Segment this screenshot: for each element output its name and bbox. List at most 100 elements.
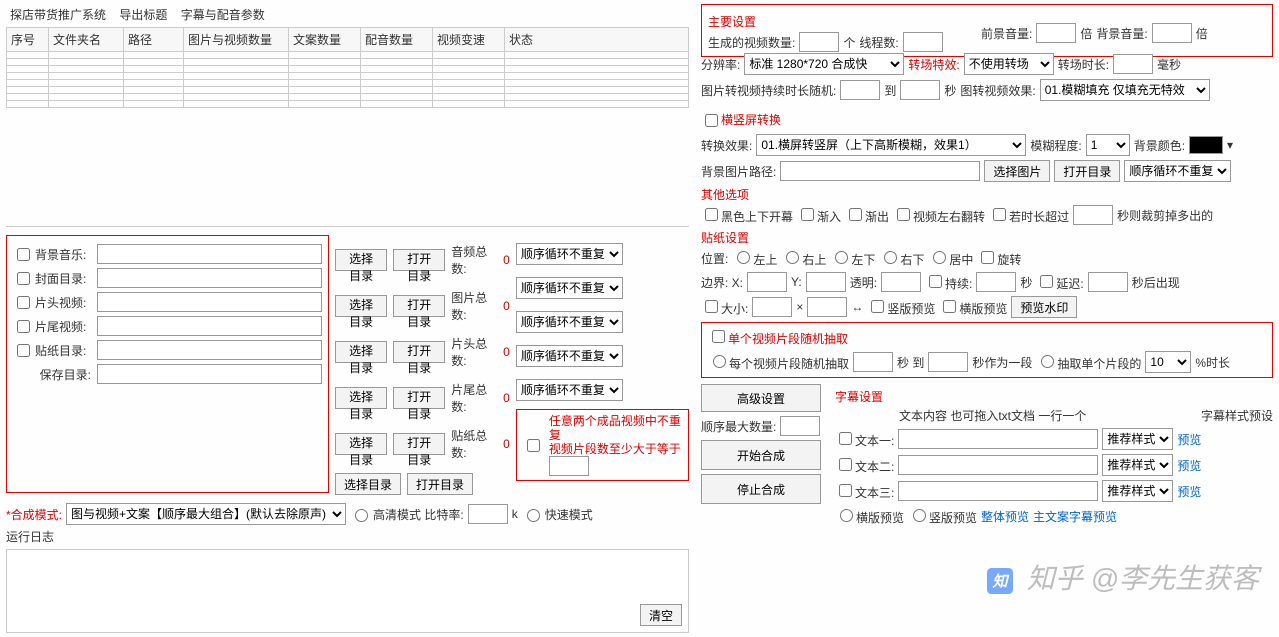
pos-bl[interactable] bbox=[835, 251, 848, 264]
bgm-check[interactable] bbox=[17, 248, 30, 261]
t3-prev[interactable]: 预览 bbox=[1177, 483, 1201, 500]
t3-ck[interactable] bbox=[839, 484, 852, 497]
sub-vprev[interactable] bbox=[913, 509, 926, 522]
advanced-button[interactable]: 高级设置 bbox=[701, 384, 821, 412]
clear-log-button[interactable]: 清空 bbox=[640, 604, 682, 626]
save-path[interactable] bbox=[97, 364, 322, 384]
sticker-path[interactable] bbox=[97, 340, 322, 360]
menu-subtitle[interactable]: 字幕与配音参数 bbox=[181, 8, 265, 22]
clip-min[interactable] bbox=[853, 352, 893, 372]
delay-ck[interactable] bbox=[1040, 275, 1053, 288]
clip-pct-val[interactable]: 10 bbox=[1145, 351, 1191, 373]
delay-sec[interactable] bbox=[1088, 272, 1128, 292]
vprev-ck[interactable] bbox=[871, 300, 884, 313]
sticker-open[interactable]: 打开目录 bbox=[393, 433, 445, 455]
alpha[interactable] bbox=[881, 272, 921, 292]
hold-ck[interactable] bbox=[929, 275, 942, 288]
compose-mode[interactable]: 图与视频+文案【顺序最大组合】(默认去除原声) bbox=[66, 503, 346, 525]
pos-c[interactable] bbox=[933, 251, 946, 264]
margin-x[interactable] bbox=[747, 272, 787, 292]
bgm-order[interactable]: 顺序循环不重复 bbox=[516, 243, 623, 265]
img2vid-min[interactable] bbox=[840, 80, 880, 100]
tail-order[interactable]: 顺序循环不重复 bbox=[516, 345, 623, 367]
resolution[interactable]: 标准 1280*720 合成快 bbox=[744, 53, 904, 75]
crop-sec[interactable] bbox=[1073, 205, 1113, 225]
opt-fadeout[interactable] bbox=[849, 208, 862, 221]
bitrate[interactable] bbox=[468, 504, 508, 524]
hq-radio[interactable] bbox=[355, 509, 368, 522]
t2-ck[interactable] bbox=[839, 458, 852, 471]
orient-check[interactable] bbox=[705, 114, 718, 127]
cover-path[interactable] bbox=[97, 268, 322, 288]
bgm-open[interactable]: 打开目录 bbox=[393, 249, 445, 271]
save-select[interactable]: 选择目录 bbox=[335, 473, 401, 495]
hold-sec[interactable] bbox=[976, 272, 1016, 292]
sub-main-prev[interactable]: 主文案字幕预览 bbox=[1033, 508, 1117, 525]
menu-export[interactable]: 导出标题 bbox=[119, 8, 167, 22]
head-check[interactable] bbox=[17, 296, 30, 309]
t1-prev[interactable]: 预览 bbox=[1177, 431, 1201, 448]
unique-min[interactable] bbox=[549, 456, 589, 476]
clip-each[interactable] bbox=[713, 355, 726, 368]
select-bgimg[interactable]: 选择图片 bbox=[984, 160, 1050, 182]
bgcolor-swatch[interactable] bbox=[1189, 136, 1223, 154]
tail-check[interactable] bbox=[17, 320, 30, 333]
start-button[interactable]: 开始合成 bbox=[701, 440, 821, 470]
head-select[interactable]: 选择目录 bbox=[335, 341, 387, 363]
head-path[interactable] bbox=[97, 292, 322, 312]
t3[interactable] bbox=[898, 481, 1098, 501]
bgpath[interactable] bbox=[780, 161, 980, 181]
pos-tr[interactable] bbox=[786, 251, 799, 264]
img2vid-max[interactable] bbox=[900, 80, 940, 100]
cover-check[interactable] bbox=[17, 272, 30, 285]
seq-max[interactable] bbox=[780, 416, 820, 436]
sticker-check[interactable] bbox=[17, 344, 30, 357]
size-w[interactable] bbox=[752, 297, 792, 317]
open-bgdir[interactable]: 打开目录 bbox=[1054, 160, 1120, 182]
margin-y[interactable] bbox=[806, 272, 846, 292]
fast-radio[interactable] bbox=[527, 509, 540, 522]
size-h[interactable] bbox=[807, 297, 847, 317]
t2[interactable] bbox=[898, 455, 1098, 475]
t3-style[interactable]: 推荐样式 bbox=[1102, 480, 1173, 502]
sub-all-prev[interactable]: 整体预览 bbox=[981, 508, 1029, 525]
tail-select[interactable]: 选择目录 bbox=[335, 387, 387, 409]
opt-fadein[interactable] bbox=[801, 208, 814, 221]
threads[interactable] bbox=[903, 32, 943, 52]
clip-rand-ck[interactable] bbox=[712, 330, 725, 343]
menu-system[interactable]: 探店带货推广系统 bbox=[10, 8, 106, 22]
bg-loop[interactable]: 顺序循环不重复 bbox=[1124, 160, 1231, 182]
bgm-select[interactable]: 选择目录 bbox=[335, 249, 387, 271]
cover-select[interactable]: 选择目录 bbox=[335, 295, 387, 317]
blur[interactable]: 1 bbox=[1086, 134, 1130, 156]
unique-clip-check[interactable] bbox=[527, 439, 540, 452]
opt-crop[interactable] bbox=[993, 208, 1006, 221]
sticker-order[interactable]: 顺序循环不重复 bbox=[516, 379, 623, 401]
cover-order[interactable]: 顺序循环不重复 bbox=[516, 277, 623, 299]
stop-button[interactable]: 停止合成 bbox=[701, 474, 821, 504]
pos-rot[interactable] bbox=[981, 251, 994, 264]
size-ck[interactable] bbox=[705, 300, 718, 313]
cover-open[interactable]: 打开目录 bbox=[393, 295, 445, 317]
tail-open[interactable]: 打开目录 bbox=[393, 387, 445, 409]
preview-watermark[interactable]: 预览水印 bbox=[1011, 296, 1077, 318]
fg-vol[interactable] bbox=[1036, 23, 1076, 43]
clip-pct[interactable] bbox=[1041, 355, 1054, 368]
orient-fx[interactable]: 01.横屏转竖屏（上下高斯模糊，效果1） bbox=[756, 134, 1026, 156]
transition[interactable]: 不使用转场 bbox=[964, 53, 1054, 75]
save-open[interactable]: 打开目录 bbox=[407, 473, 473, 495]
chevron-down-icon[interactable]: ▾ bbox=[1227, 138, 1233, 152]
t1[interactable] bbox=[898, 429, 1098, 449]
head-open[interactable]: 打开目录 bbox=[393, 341, 445, 363]
opt-curtain[interactable] bbox=[705, 208, 718, 221]
bgm-path[interactable] bbox=[97, 244, 322, 264]
sticker-select[interactable]: 选择目录 bbox=[335, 433, 387, 455]
tail-path[interactable] bbox=[97, 316, 322, 336]
head-order[interactable]: 顺序循环不重复 bbox=[516, 311, 623, 333]
t1-style[interactable]: 推荐样式 bbox=[1102, 428, 1173, 450]
t1-ck[interactable] bbox=[839, 432, 852, 445]
sub-hprev[interactable] bbox=[840, 509, 853, 522]
t2-style[interactable]: 推荐样式 bbox=[1102, 454, 1173, 476]
bg-vol[interactable] bbox=[1152, 23, 1192, 43]
img-fx[interactable]: 01.模糊填充 仅填充无特效 bbox=[1040, 79, 1210, 101]
